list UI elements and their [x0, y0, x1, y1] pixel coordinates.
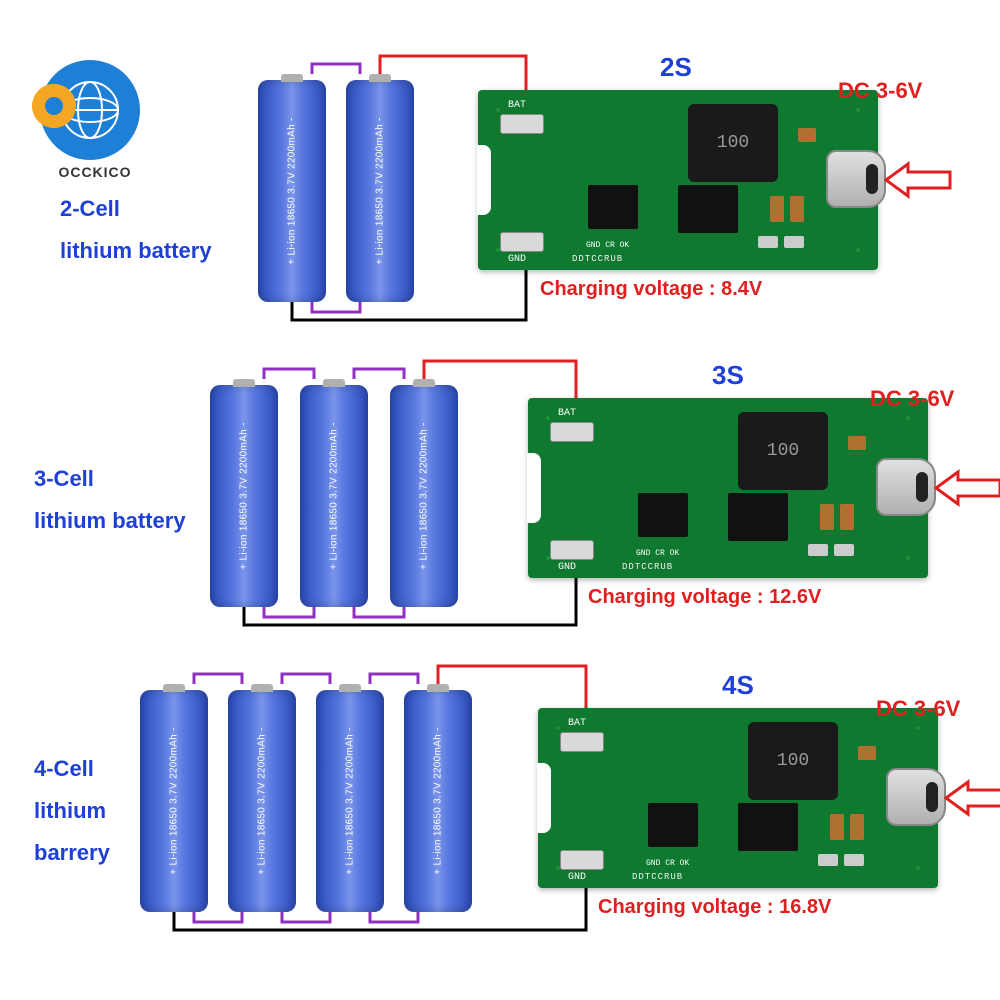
charger-pcb: BAT GND 100 DDTCCRUB GND CR OK: [538, 708, 938, 888]
pcb-silkscreen: DDTCCRUB: [622, 562, 673, 572]
ic-chip: [678, 185, 738, 233]
brand-name: OCCKICO: [40, 164, 150, 180]
inductor: 100: [738, 412, 828, 490]
smd-res: [784, 236, 804, 248]
smd-cap: [820, 504, 834, 530]
ic-chip-2: [588, 185, 638, 229]
smd-res: [834, 544, 854, 556]
pcb-silkscreen: DDTCCRUB: [632, 872, 683, 882]
battery-label: + Li-ion 18650 3.7V 2200mAh -: [239, 422, 250, 569]
battery-label: + Li-ion 18650 3.7V 2200mAh -: [169, 727, 180, 874]
config-label: 3S: [712, 360, 744, 391]
pcb-silkscreen: DDTCCRUB: [572, 254, 623, 264]
cell-count-label: 3-Celllithium battery: [34, 458, 186, 542]
smd-cap: [830, 814, 844, 840]
smd-cap: [770, 196, 784, 222]
charging-voltage-label: Charging voltage : 16.8V: [598, 896, 831, 919]
pcb-labels-row: GND CR OK: [586, 241, 629, 250]
ic-chip-2: [648, 803, 698, 847]
battery-label: + Li-ion 18650 3.7V 2200mAh -: [375, 117, 386, 264]
dc-input-label: DC 3-6V: [838, 78, 922, 104]
gnd-pad-label: GND: [558, 562, 576, 573]
battery-label: + Li-ion 18650 3.7V 2200mAh -: [329, 422, 340, 569]
bat-pad-label: BAT: [508, 100, 526, 111]
battery-label: + Li-ion 18650 3.7V 2200mAh -: [419, 422, 430, 569]
gnd-pad: [560, 850, 604, 870]
bat-pad-label: BAT: [558, 408, 576, 419]
pcb-notch: [537, 763, 551, 833]
charging-voltage-label: Charging voltage : 8.4V: [540, 278, 762, 301]
smd-res: [818, 854, 838, 866]
ic-chip: [738, 803, 798, 851]
gnd-pad: [550, 540, 594, 560]
input-arrow-icon: [944, 778, 1000, 818]
bat-pad: [500, 114, 544, 134]
cell-count-label: 4-Celllithiumbarrery: [34, 748, 110, 873]
usb-c-port: [826, 150, 886, 208]
battery-cell: + Li-ion 18650 3.7V 2200mAh -: [390, 385, 458, 607]
pcb-notch: [477, 145, 491, 215]
battery-label: + Li-ion 18650 3.7V 2200mAh -: [257, 727, 268, 874]
usb-c-port: [886, 768, 946, 826]
usb-c-port: [876, 458, 936, 516]
battery-cell: + Li-ion 18650 3.7V 2200mAh -: [258, 80, 326, 302]
smd-res: [858, 746, 876, 760]
config-label: 4S: [722, 670, 754, 701]
bat-pad-label: BAT: [568, 718, 586, 729]
battery-label: + Li-ion 18650 3.7V 2200mAh -: [287, 117, 298, 264]
smd-cap: [790, 196, 804, 222]
battery-cell: + Li-ion 18650 3.7V 2200mAh -: [346, 80, 414, 302]
dc-input-label: DC 3-6V: [870, 386, 954, 412]
charging-voltage-label: Charging voltage : 12.6V: [588, 586, 821, 609]
dc-input-label: DC 3-6V: [876, 696, 960, 722]
pcb-labels-row: GND CR OK: [636, 549, 679, 558]
ic-chip-2: [638, 493, 688, 537]
bat-pad: [560, 732, 604, 752]
inductor: 100: [688, 104, 778, 182]
battery-label: + Li-ion 18650 3.7V 2200mAh -: [433, 727, 444, 874]
ic-chip: [728, 493, 788, 541]
pcb-notch: [527, 453, 541, 523]
brand-logo: OCCKICO: [40, 60, 150, 170]
config-label: 2S: [660, 52, 692, 83]
battery-cell: + Li-ion 18650 3.7V 2200mAh -: [140, 690, 208, 912]
smd-cap: [840, 504, 854, 530]
battery-cell: + Li-ion 18650 3.7V 2200mAh -: [316, 690, 384, 912]
pcb-labels-row: GND CR OK: [646, 859, 689, 868]
logo-gear-icon: [32, 84, 76, 128]
smd-res: [844, 854, 864, 866]
battery-cell: + Li-ion 18650 3.7V 2200mAh -: [228, 690, 296, 912]
charger-pcb: BAT GND 100 DDTCCRUB GND CR OK: [528, 398, 928, 578]
gnd-pad: [500, 232, 544, 252]
gnd-pad-label: GND: [568, 872, 586, 883]
input-arrow-icon: [884, 160, 954, 200]
smd-cap: [850, 814, 864, 840]
smd-res: [758, 236, 778, 248]
gnd-pad-label: GND: [508, 254, 526, 265]
logo-circle: [40, 60, 140, 160]
cell-count-label: 2-Celllithium battery: [60, 188, 212, 272]
battery-label: + Li-ion 18650 3.7V 2200mAh -: [345, 727, 356, 874]
input-arrow-icon: [934, 468, 1000, 508]
battery-cell: + Li-ion 18650 3.7V 2200mAh -: [300, 385, 368, 607]
charger-pcb: BAT GND 100 DDTCCRUB GND CR OK: [478, 90, 878, 270]
smd-res: [848, 436, 866, 450]
bat-pad: [550, 422, 594, 442]
smd-res: [808, 544, 828, 556]
inductor: 100: [748, 722, 838, 800]
battery-cell: + Li-ion 18650 3.7V 2200mAh -: [404, 690, 472, 912]
smd-res: [798, 128, 816, 142]
battery-cell: + Li-ion 18650 3.7V 2200mAh -: [210, 385, 278, 607]
